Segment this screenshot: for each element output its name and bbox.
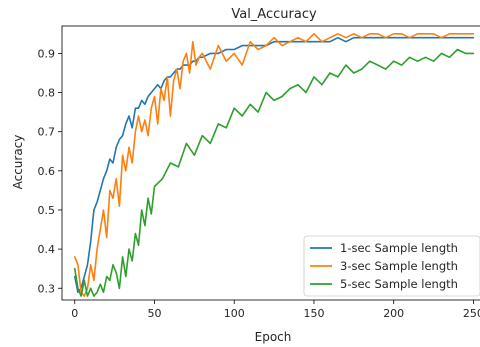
- x-axis: 0 50 100 150 200 250: [71, 300, 480, 320]
- legend-entry-label: 5-sec Sample length: [340, 277, 458, 291]
- x-tick-label: 150: [303, 307, 324, 320]
- series-line-2: [74, 32, 475, 297]
- x-tick-label: 200: [383, 307, 404, 320]
- y-tick-label: 0.7: [38, 126, 56, 139]
- y-tick-label: 0.9: [38, 47, 56, 60]
- legend-entry-label: 1-sec Sample length: [340, 241, 458, 255]
- legend-box: [303, 235, 480, 297]
- series-line-3: [74, 48, 475, 297]
- plot-area: [61, 25, 480, 301]
- y-axis-label: Accuracy: [11, 135, 25, 190]
- x-tick-label: 0: [71, 307, 78, 320]
- y-axis: 0.3 0.4 0.5 0.6 0.7 0.8 0.9: [38, 47, 62, 295]
- series-line-1: [74, 36, 475, 294]
- legend-entry-label: 3-sec Sample length: [340, 259, 458, 273]
- x-axis-label: Epoch: [255, 330, 292, 344]
- y-tick-label: 0.6: [38, 165, 56, 178]
- y-tick-label: 0.4: [38, 243, 56, 256]
- x-tick-label: 100: [224, 307, 245, 320]
- y-tick-label: 0.5: [38, 204, 56, 217]
- y-tick-label: 0.8: [38, 87, 56, 100]
- legend: 1-sec Sample length 3-sec Sample length 5-…: [303, 235, 480, 297]
- series-lines: [74, 32, 475, 297]
- x-tick-label: 250: [463, 307, 480, 320]
- y-tick-label: 0.3: [38, 282, 56, 295]
- x-tick-label: 50: [147, 307, 161, 320]
- chart-title: Val_Accuracy: [231, 7, 317, 22]
